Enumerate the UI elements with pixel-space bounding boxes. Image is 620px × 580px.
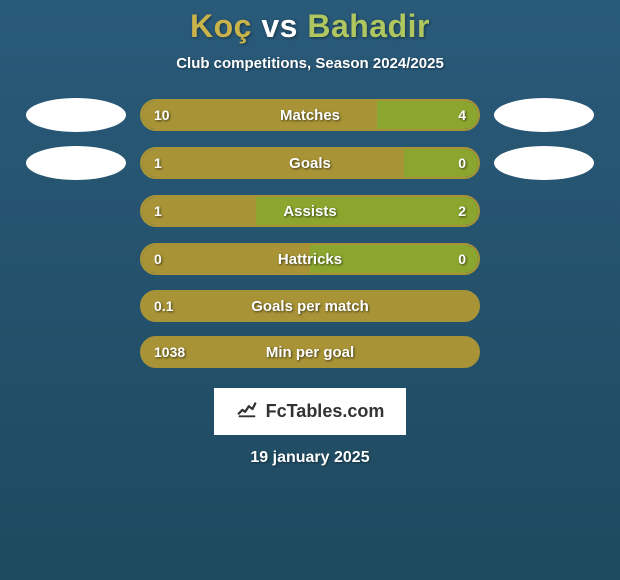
stat-label: Goals [289,155,331,172]
stat-value-right: 4 [458,107,466,123]
stat-label: Matches [280,107,340,124]
brand-icon [236,398,258,425]
brand-badge[interactable]: FcTables.com [214,388,407,435]
team-logo-right [494,98,594,132]
stat-value-left: 1 [154,203,162,219]
stat-row: 1 0 Goals [0,146,620,180]
stat-label: Assists [283,203,336,220]
bar-fill-right [404,149,478,177]
stat-row: 10 4 Matches [0,98,620,132]
stat-bar: 0 0 Hattricks [140,243,480,275]
stat-row: 1 2 Assists [0,194,620,228]
title-player1: Koç [190,8,252,44]
title-player2: Bahadir [307,8,430,44]
team-logo-right [494,146,594,180]
stats-area: 104Matches10Goals12Assists00Hattricks [0,98,620,290]
stat-label: Hattricks [278,251,342,268]
full-stat-bar: 1038 Min per goal [140,336,480,368]
stat-bar: 1 2 Assists [140,195,480,227]
full-stats-area: 0.1 Goals per match 1038 Min per goal [0,290,620,382]
bar-fill-left [142,101,377,129]
stat-value-right: 0 [458,251,466,267]
stat-label: Min per goal [266,344,354,361]
bar-fill-left [142,149,404,177]
full-stat-bar: 0.1 Goals per match [140,290,480,322]
stat-value-left: 1038 [154,344,185,360]
stat-value-left: 0 [154,251,162,267]
stat-value-left: 10 [154,107,170,123]
stat-bar: 10 4 Matches [140,99,480,131]
stat-value-right: 2 [458,203,466,219]
title-vs: vs [261,8,298,44]
date-text: 19 january 2025 [250,449,369,467]
stat-value-left: 1 [154,155,162,171]
stat-row: 0 0 Hattricks [0,242,620,276]
stat-value-right: 0 [458,155,466,171]
stats-card: Koç vs Bahadir Club competitions, Season… [0,0,620,467]
team-logo-left [26,146,126,180]
team-logo-left [26,98,126,132]
brand-text: FcTables.com [266,401,385,422]
stat-label: Goals per match [251,298,369,315]
stat-bar: 1 0 Goals [140,147,480,179]
title: Koç vs Bahadir [190,8,430,45]
stat-value-left: 0.1 [154,298,173,314]
subtitle: Club competitions, Season 2024/2025 [176,55,444,72]
